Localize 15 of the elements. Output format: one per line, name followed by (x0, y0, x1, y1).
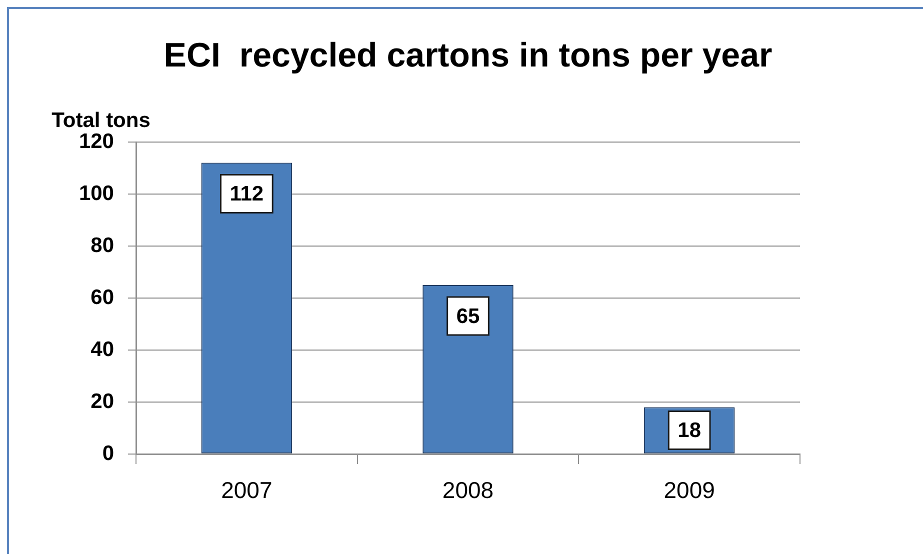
y-tick-label: 0 (102, 442, 114, 465)
y-axis-title: Total tons (52, 108, 150, 132)
x-tick-label: 2009 (664, 477, 715, 504)
y-tick-label: 20 (90, 390, 114, 413)
y-tick-label: 80 (90, 234, 114, 257)
x-tick-label: 2008 (442, 477, 494, 504)
x-tick-label: 2007 (221, 477, 272, 504)
data-label: 112 (230, 182, 264, 206)
data-label: 65 (456, 304, 480, 328)
y-tick-label: 100 (78, 182, 114, 205)
chart-title: ECI recycled cartons in tons per year (164, 36, 772, 74)
y-tick-label: 60 (90, 286, 114, 309)
data-label: 18 (678, 419, 702, 442)
y-tick-label: 40 (90, 338, 114, 361)
y-tick-label: 120 (78, 130, 114, 153)
